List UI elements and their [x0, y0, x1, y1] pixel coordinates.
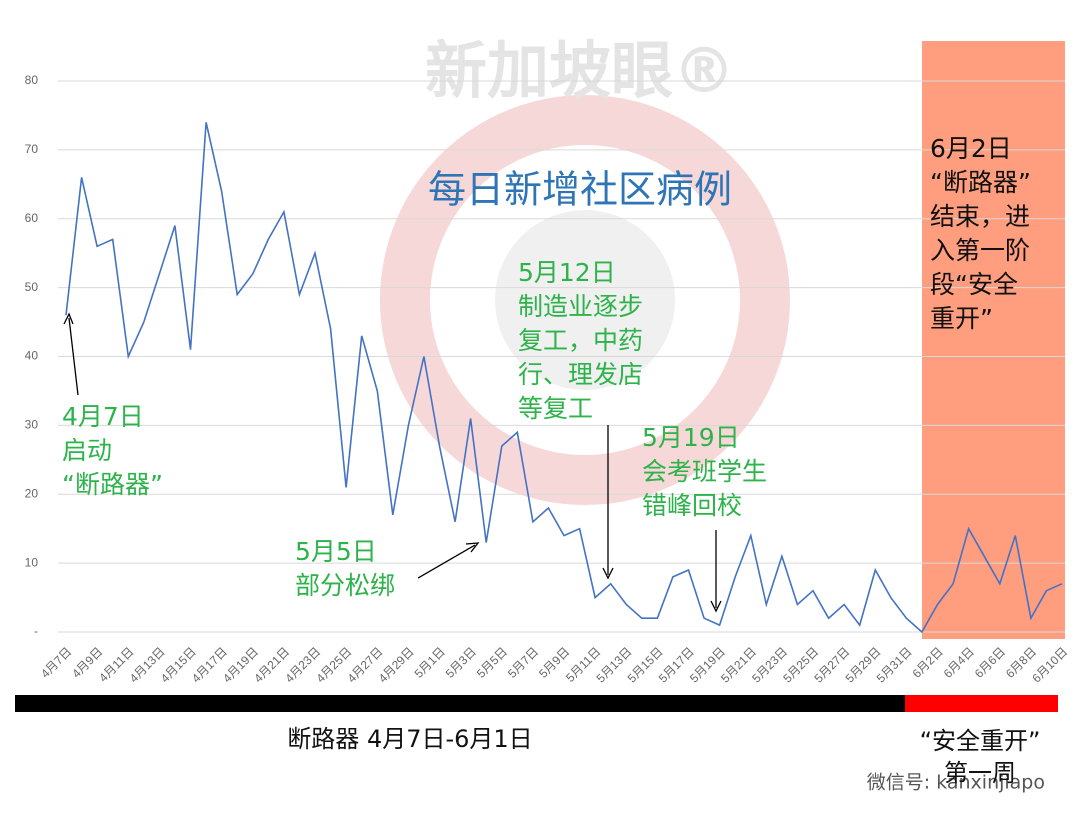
- x-tick-label: 5月3日: [443, 644, 479, 680]
- y-tick-label: 20: [25, 486, 39, 500]
- annotation: 段“安全: [930, 270, 1018, 299]
- y-tick-label: 60: [25, 211, 39, 225]
- arrow-head: [710, 600, 722, 613]
- annotation: 6月2日: [930, 134, 1012, 163]
- watermark-dot: [495, 210, 675, 390]
- annotation: “断路器”: [930, 168, 1031, 197]
- period-bar: [905, 695, 1058, 712]
- period-bar: [15, 695, 905, 712]
- watermark-ring: [380, 95, 790, 505]
- y-tick-label: -: [34, 624, 38, 638]
- arrow: [417, 544, 476, 579]
- annotation: 5月19日: [642, 423, 740, 452]
- annotation: 5月5日: [295, 537, 377, 566]
- x-tick-label: 6月6日: [972, 644, 1008, 680]
- arrow: [68, 317, 79, 396]
- annotation: 复工，中药: [518, 326, 643, 355]
- x-tick-label: 6月2日: [910, 644, 946, 680]
- arrows: [63, 312, 722, 613]
- x-tick-label: 4月7日: [38, 644, 74, 680]
- y-tick-label: 80: [25, 73, 39, 87]
- watermark: 新加坡眼®: [425, 34, 735, 107]
- period-label: “安全重开”: [920, 727, 1041, 755]
- arrow-head: [465, 542, 480, 553]
- x-tick-label: 6月4日: [941, 644, 977, 680]
- annotation: 部分松绑: [295, 571, 395, 600]
- period-label: 第一周: [944, 759, 1016, 787]
- annotation: 结束，进: [930, 202, 1030, 231]
- annotation: 制造业逐步: [518, 292, 643, 321]
- y-tick-label: 70: [25, 142, 39, 156]
- annotation: 重开”: [930, 304, 993, 333]
- highlight-region: [922, 41, 1065, 639]
- annotation: 启动: [62, 436, 112, 465]
- annotation: 会考班学生: [642, 457, 767, 486]
- annotation: 4月7日: [62, 402, 144, 431]
- period-label: 断路器 4月7日-6月1日: [287, 725, 532, 753]
- data-line: [65, 122, 1063, 634]
- annotation: 行、理发店: [518, 360, 643, 389]
- annotation: 等复工: [518, 394, 593, 423]
- arrow-head: [63, 312, 74, 325]
- y-tick-label: 10: [25, 555, 39, 569]
- y-tick-label: 30: [25, 418, 39, 432]
- annotation: 入第一阶: [930, 236, 1030, 265]
- x-tick-label: 5月5日: [474, 644, 510, 680]
- y-tick-label: 40: [25, 349, 39, 363]
- annotation: 错峰回校: [642, 491, 742, 520]
- x-tick-label: 5月7日: [505, 644, 541, 680]
- y-tick-label: 50: [25, 280, 39, 294]
- x-tick-label: 5月1日: [412, 644, 448, 680]
- annotation: 5月12日: [518, 258, 616, 287]
- annotation: “断路器”: [62, 470, 163, 499]
- chart-title: 每日新增社区病例: [428, 168, 732, 212]
- footer: 微信号: kanxinjiapo: [867, 772, 1045, 794]
- arrow-head: [602, 567, 614, 580]
